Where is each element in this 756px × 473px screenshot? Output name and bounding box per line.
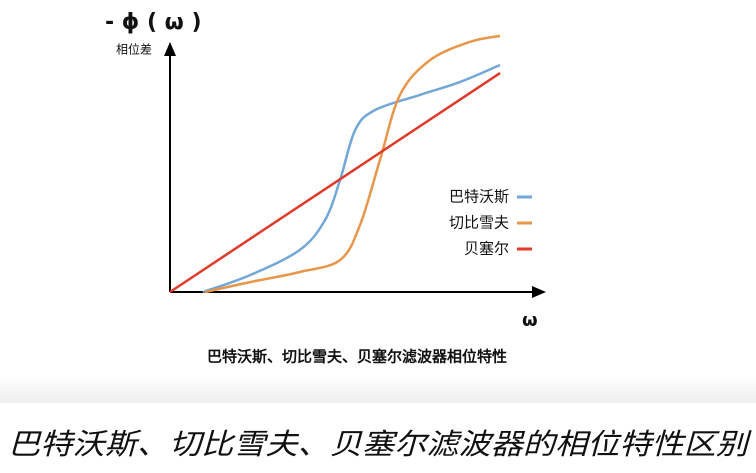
line-series <box>204 34 501 294</box>
y-axis-label: 相位差 <box>116 42 152 57</box>
x-axis-label: ω <box>522 310 538 331</box>
separator <box>0 375 756 403</box>
y-axis-arrow <box>164 42 176 56</box>
legend-label: 巴特沃斯 <box>449 188 509 206</box>
chart-caption: 巴特沃斯、切比雪夫、贝塞尔滤波器相位特性 <box>207 348 507 366</box>
legend-label: 贝塞尔 <box>464 240 509 258</box>
line-series <box>202 63 501 294</box>
line-series <box>169 72 501 294</box>
legend-label: 切比雪夫 <box>449 214 509 232</box>
x-axis-arrow <box>532 286 546 298</box>
heading: 巴特沃斯、切比雪夫、贝塞尔滤波器的相位特性区别 <box>8 427 752 461</box>
chart-title: - ϕ ( ω ) <box>105 10 202 35</box>
